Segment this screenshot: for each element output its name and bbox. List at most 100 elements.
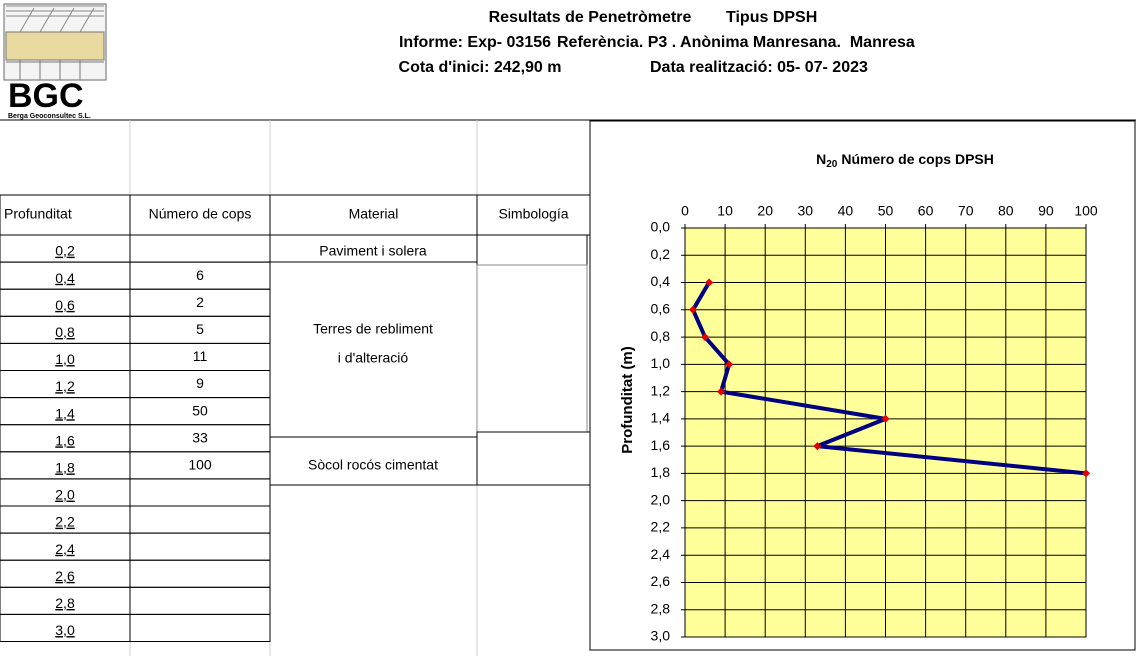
x-tick-label: 30 [798, 203, 814, 219]
depth-cell: 0,8 [55, 324, 75, 340]
row-box [0, 397, 271, 426]
logo-gravel [5, 31, 105, 61]
row-box [0, 342, 271, 371]
count-cell: 6 [196, 267, 204, 283]
row-box [0, 234, 271, 263]
y-tick-label: 1,2 [651, 382, 671, 398]
depth-cell: 2,6 [55, 568, 75, 584]
x-tick-label: 50 [878, 203, 894, 219]
y-tick-label: 0,4 [651, 273, 671, 289]
x-tick-label: 20 [757, 203, 773, 219]
count-cell: 9 [196, 375, 204, 391]
data-marker [725, 360, 734, 369]
depth-cell: 2,4 [55, 541, 75, 557]
column-header: Simbología [498, 206, 568, 222]
y-tick-label: 2,4 [651, 546, 671, 562]
table: Profunditat Número de cops Material Simbolo… [0, 120, 591, 656]
x-tick-label: 60 [918, 203, 934, 219]
material-text: Paviment i solera [319, 243, 427, 259]
y-tick-label: 1,4 [651, 410, 671, 426]
y-tick-label: 0,8 [651, 328, 671, 344]
count-cell: 33 [192, 429, 208, 445]
depth-cell: 1,0 [55, 351, 75, 367]
count-cell: 50 [192, 402, 208, 418]
y-tick-label: 1,8 [651, 464, 671, 480]
header-text: Informe: Exp- 03156 [399, 34, 551, 51]
material-text: i d'alteració [338, 350, 409, 366]
depth-cell: 2,2 [55, 514, 75, 530]
data-marker [701, 333, 710, 342]
row-box [0, 424, 271, 453]
symbol-box [476, 264, 588, 433]
depth-cell: 1,2 [55, 378, 75, 394]
y-tick-label: 2,0 [651, 491, 671, 507]
header-text: Data realització: 05- 07- 2023 [650, 59, 868, 76]
column-header: Material [349, 206, 399, 222]
y-tick-label: 0,2 [651, 246, 671, 262]
y-tick-label: 2,6 [651, 573, 671, 589]
count-cell: 2 [196, 294, 204, 310]
logo-company: Berga Geoconsultec S.L. [8, 113, 91, 120]
depth-cell: 0,6 [55, 297, 75, 313]
y-tick-label: 2,2 [651, 519, 671, 535]
data-marker [881, 414, 890, 423]
column-header: Número de cops [149, 206, 252, 222]
row-box [0, 478, 271, 507]
row-box [0, 370, 271, 399]
y-tick-label: 2,8 [651, 600, 671, 616]
count-cell: 100 [188, 457, 212, 473]
data-line [691, 281, 1087, 476]
depth-cell: 1,6 [55, 432, 75, 448]
x-tick-label: 10 [717, 203, 733, 219]
row-box [0, 315, 271, 344]
logo-rock [6, 60, 104, 80]
x-tick-label: 100 [1074, 203, 1098, 219]
y-tick-label: 0,6 [651, 301, 671, 317]
material-text: Sòcol rocós cimentat [308, 457, 438, 473]
logo-lines [6, 5, 104, 33]
symbol-box [476, 431, 591, 486]
data-marker [717, 387, 726, 396]
data-marker [813, 442, 822, 451]
row-box [0, 505, 271, 534]
depth-cell: 2,8 [55, 595, 75, 611]
data-marker [705, 278, 714, 287]
row-box [0, 288, 271, 317]
title-sub: 20 [826, 159, 838, 170]
row-box [0, 613, 271, 643]
depth-cell: 0,4 [55, 270, 75, 286]
title-rest: Número de cops DPSH [841, 151, 993, 167]
y-axis-label: Profunditat (m) [619, 346, 636, 453]
header-text: Referència. P3 . Anònima Manresana. Manr… [557, 34, 915, 51]
chart-title: N20 Número de cops DPSH [816, 151, 994, 170]
y-tick-label: 1,6 [651, 437, 671, 453]
header-text: Cota d'inici: 242,90 m [399, 59, 562, 76]
x-tick-label: 70 [958, 203, 974, 219]
row-box [0, 559, 271, 588]
row-box [0, 532, 271, 561]
row-box [0, 451, 271, 480]
material-text: Terres de rebliment [313, 321, 433, 337]
depth-cell: 1,8 [55, 460, 75, 476]
y-tick-label: 0,0 [651, 219, 671, 235]
x-tick-label: 90 [1038, 203, 1054, 219]
depth-cell: 3,0 [55, 622, 75, 638]
x-tick-label: 0 [681, 203, 689, 219]
header-text: Resultats de Penetròmetre [489, 9, 692, 26]
depth-cell: 1,4 [55, 405, 75, 421]
logo: BGC Berga Geoconsultec S.L. [3, 3, 107, 120]
row-box [0, 586, 271, 615]
column-header: Profunditat [4, 206, 72, 222]
header-text: Tipus DPSH [726, 9, 817, 26]
data-marker [1082, 469, 1090, 478]
x-tick-label: 80 [998, 203, 1014, 219]
count-cell: 5 [196, 321, 204, 337]
title-main: N [816, 151, 826, 167]
x-tick-label: 40 [838, 203, 854, 219]
logo-name: BGC [8, 77, 84, 115]
depth-cell: 2,0 [55, 487, 75, 503]
row-box [0, 261, 271, 290]
count-cell: 11 [193, 348, 208, 364]
symbol-box [476, 234, 588, 266]
